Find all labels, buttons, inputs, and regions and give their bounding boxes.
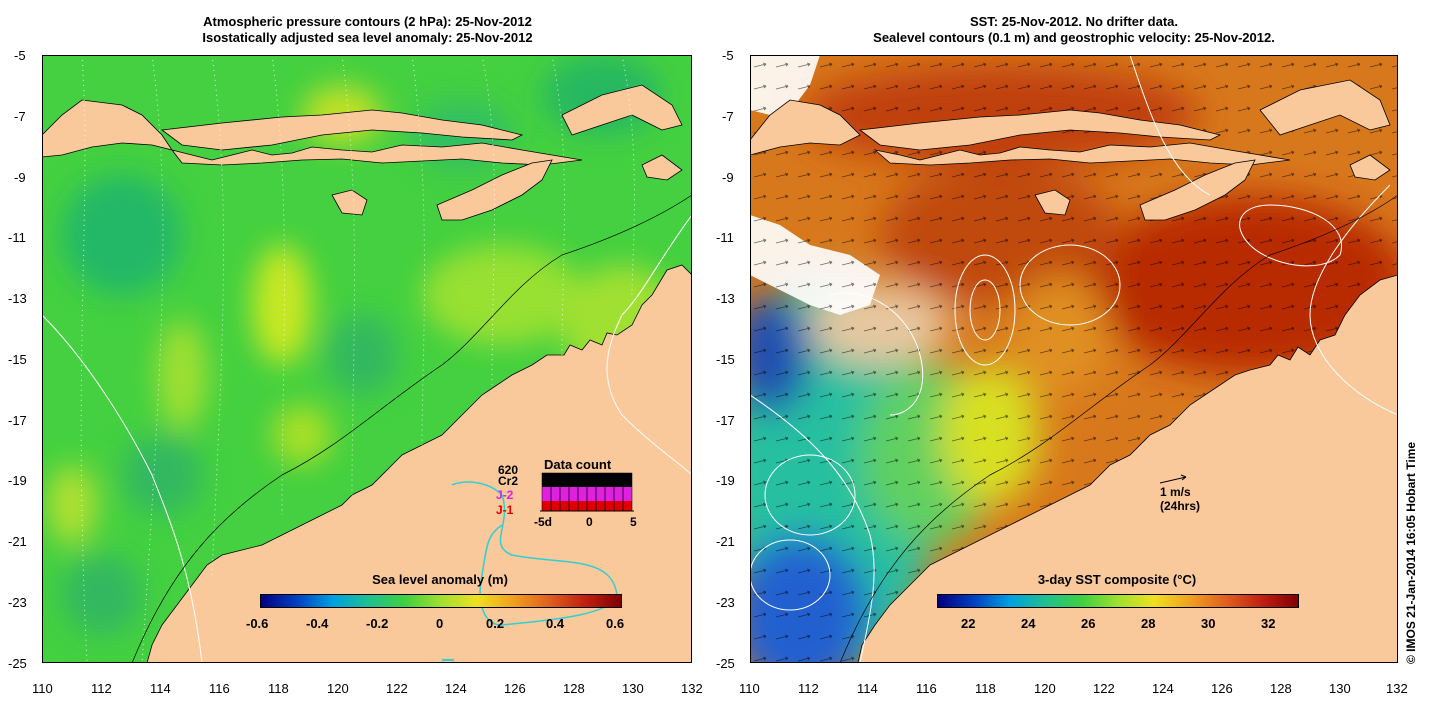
sst-tick: 30	[1201, 616, 1216, 631]
left-panel-title: Atmospheric pressure contours (2 hPa): 2…	[40, 14, 695, 46]
sst-colorbar-ticks: 22 24 26 28 30 32	[937, 616, 1299, 632]
y-tick: -23	[8, 595, 27, 610]
y-tick: -15	[8, 352, 27, 367]
y-tick: -19	[8, 473, 27, 488]
sst-tick: 28	[1141, 616, 1156, 631]
y-tick: -9	[14, 170, 26, 185]
sst-tick: 22	[961, 616, 976, 631]
legend-cr2: Cr2	[498, 474, 518, 488]
x-tick: 124	[445, 681, 467, 696]
x-tick: 112	[798, 681, 819, 696]
sla-contour-lines	[42, 214, 692, 663]
legend-j2: J-2	[496, 488, 514, 502]
sst-tick: 32	[1261, 616, 1276, 631]
x-tick: 120	[327, 681, 349, 696]
sla-tick: -0.6	[246, 616, 269, 631]
velocity-scale-sublabel: (24hrs)	[1160, 499, 1200, 513]
y-tick: -9	[722, 170, 734, 185]
y-tick: -5	[14, 48, 26, 63]
data-count-xtick-0: -5d	[534, 515, 552, 529]
x-tick: 118	[975, 681, 996, 696]
data-count-bars	[541, 472, 633, 512]
y-tick: -23	[716, 595, 735, 610]
x-tick: 124	[1152, 681, 1174, 696]
sla-tick: 0.4	[546, 616, 565, 631]
sla-colorbar	[260, 594, 622, 608]
x-tick: 118	[268, 681, 289, 696]
x-tick: 110	[739, 681, 760, 696]
x-tick: 116	[209, 681, 230, 696]
australia-land	[146, 264, 692, 663]
y-tick: -13	[8, 291, 27, 306]
sst-colorbar	[937, 594, 1299, 608]
y-tick: -21	[8, 534, 27, 549]
x-tick: 132	[681, 681, 703, 696]
data-count-title: Data count	[544, 457, 612, 472]
legend-620: 620	[498, 463, 518, 477]
x-tick: 122	[386, 681, 408, 696]
data-count-xtick-2: 5	[630, 515, 637, 529]
y-tick: -25	[716, 656, 735, 671]
x-tick: 116	[916, 681, 937, 696]
sla-colorbar-ticks: -0.6 -0.4 -0.2 0 0.2 0.4 0.6	[246, 616, 625, 632]
x-tick: 110	[32, 681, 53, 696]
sla-tick: 0.2	[486, 616, 505, 631]
y-tick: -17	[716, 413, 735, 428]
x-tick: 126	[504, 681, 526, 696]
x-tick: 132	[1386, 681, 1408, 696]
x-tick: 122	[1093, 681, 1115, 696]
x-tick: 114	[150, 681, 171, 696]
credit-text: © IMOS 21-Jan-2014 16:05 Hobart Time	[1404, 441, 1418, 664]
y-tick: -5	[722, 48, 734, 63]
x-tick: 130	[1329, 681, 1351, 696]
left-title-line1: Atmospheric pressure contours (2 hPa): 2…	[203, 14, 532, 29]
y-tick: -15	[716, 352, 735, 367]
sst-tick: 24	[1021, 616, 1036, 631]
sla-map	[42, 55, 692, 663]
left-title-line2: Isostatically adjusted sea level anomaly…	[202, 30, 533, 45]
x-tick: 126	[1211, 681, 1233, 696]
sla-tick: 0.6	[606, 616, 625, 631]
shelf-break-right	[839, 194, 1398, 663]
sst-tick: 26	[1081, 616, 1096, 631]
x-tick: 112	[91, 681, 112, 696]
right-title-line1: SST: 25-Nov-2012. No drifter data.	[969, 14, 1179, 29]
shelf-break	[131, 194, 692, 663]
right-title-line2: Sealevel contours (0.1 m) and geostrophi…	[873, 30, 1275, 45]
y-tick: -25	[8, 656, 27, 671]
pressure-contours	[80, 55, 635, 663]
x-tick: 114	[857, 681, 878, 696]
velocity-scale: 1 m/s (24hrs)	[1159, 474, 1200, 513]
legend-j1: J-1	[496, 503, 514, 517]
right-panel-title: SST: 25-Nov-2012. No drifter data. Seale…	[748, 14, 1400, 46]
y-tick: -11	[8, 230, 26, 245]
y-tick: -11	[716, 230, 734, 245]
x-tick: 128	[563, 681, 585, 696]
australia-land-right	[857, 274, 1398, 663]
sst-sealevel-contours	[750, 55, 1398, 663]
y-tick: -21	[716, 534, 735, 549]
y-tick: -7	[14, 109, 26, 124]
velocity-scale-label: 1 m/s	[1160, 485, 1191, 499]
y-tick: -7	[722, 109, 734, 124]
sla-tick: -0.4	[306, 616, 329, 631]
data-count-xtick-1: 0	[586, 515, 593, 529]
sla-tick: -0.2	[366, 616, 389, 631]
x-tick: 120	[1034, 681, 1056, 696]
x-tick: 130	[622, 681, 644, 696]
y-tick: -13	[716, 291, 735, 306]
sla-colorbar-label: Sea level anomaly (m)	[372, 572, 508, 587]
sst-map: 1 m/s (24hrs)	[750, 55, 1398, 663]
y-tick: -19	[716, 473, 735, 488]
sst-colorbar-label: 3-day SST composite (°C)	[1037, 572, 1197, 587]
indonesian-islands-right	[750, 79, 1391, 221]
y-tick: -17	[8, 413, 27, 428]
x-tick: 128	[1270, 681, 1292, 696]
data-count-inset: Data count 620 Cr2 J-2 J-1 -5d 0 5	[496, 457, 637, 529]
sla-tick: 0	[436, 616, 444, 631]
